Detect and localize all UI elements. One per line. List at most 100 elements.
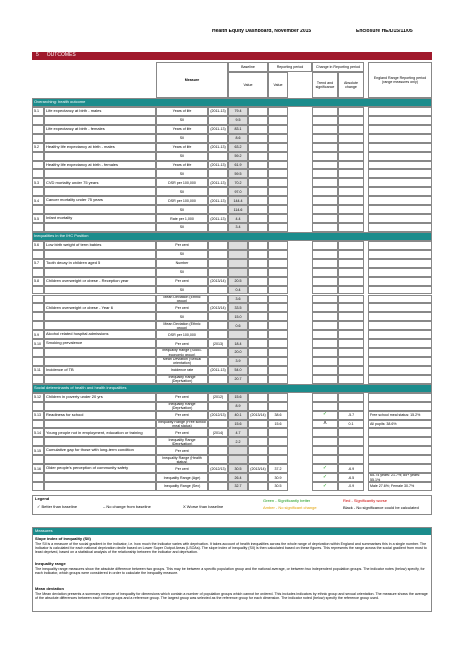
england-range xyxy=(368,321,432,331)
england-range xyxy=(368,428,432,438)
measure: Healthy life expectancy at birth - femal… xyxy=(44,160,156,170)
measure-text: The SII is a measure of the social gradi… xyxy=(35,542,427,555)
unit: Inequality Range (Deprivation) xyxy=(156,374,208,384)
absolute-change xyxy=(338,151,364,161)
unit: SII xyxy=(156,133,208,143)
reporting-value xyxy=(268,428,288,438)
reporting-value xyxy=(268,321,288,331)
measure: Smoking prevalence xyxy=(44,339,156,349)
baseline-value: 4.4 xyxy=(228,214,248,224)
reporting-value xyxy=(268,106,288,116)
unit: Inequality Range (Age) xyxy=(156,473,208,483)
trend xyxy=(312,330,338,340)
england-range xyxy=(368,240,432,250)
reporting-value: 15.6 xyxy=(268,419,288,429)
england-range xyxy=(368,312,432,322)
period xyxy=(208,294,228,304)
reporting-period xyxy=(248,473,268,483)
period xyxy=(208,321,228,331)
row-number xyxy=(32,374,44,384)
header-cell: Value xyxy=(268,72,288,98)
absolute-change xyxy=(338,348,364,357)
baseline-value xyxy=(228,258,248,268)
england-range xyxy=(368,267,432,277)
england-range xyxy=(368,151,432,161)
reporting-period xyxy=(248,133,268,143)
england-range: Male 27.6%; Female 30.7% xyxy=(368,482,432,491)
england-range xyxy=(368,392,432,402)
row-number xyxy=(32,312,44,322)
measure xyxy=(44,482,156,491)
unit: Per cent xyxy=(156,240,208,250)
england-range xyxy=(368,187,432,197)
row-number xyxy=(32,357,44,366)
reporting-value xyxy=(268,401,288,411)
absolute-change xyxy=(338,455,364,465)
absolute-change xyxy=(338,160,364,170)
period xyxy=(208,446,228,456)
measure xyxy=(44,312,156,322)
absolute-change: 0.1 xyxy=(338,419,364,429)
unit: Mean Deviation (Sexual orientation) xyxy=(156,357,208,366)
reporting-period xyxy=(248,401,268,411)
reporting-value xyxy=(268,437,288,447)
reporting-value xyxy=(268,178,288,188)
unit: Incidence rate xyxy=(156,365,208,375)
unit: Per cent xyxy=(156,339,208,349)
england-range xyxy=(368,446,432,456)
reporting-value xyxy=(268,249,288,259)
header-cell: Trend and significance xyxy=(312,72,338,98)
england-range xyxy=(368,348,432,357)
absolute-change xyxy=(338,357,364,366)
row-number xyxy=(32,482,44,491)
england-range xyxy=(368,294,432,304)
reporting-period: (2013/14) xyxy=(248,464,268,474)
period xyxy=(208,151,228,161)
reporting-period xyxy=(248,285,268,295)
measures-title: Measures xyxy=(33,528,431,535)
trend xyxy=(312,240,338,250)
absolute-change xyxy=(338,106,364,116)
absolute-change xyxy=(338,276,364,286)
row-number: 5.7 xyxy=(32,258,44,268)
absolute-change xyxy=(338,142,364,152)
trend xyxy=(312,455,338,465)
trend xyxy=(312,160,338,170)
absolute-change xyxy=(338,374,364,384)
legend-item: Amber - No significant change xyxy=(263,506,317,510)
row-number xyxy=(32,419,44,429)
reporting-value xyxy=(268,276,288,286)
measure xyxy=(44,133,156,143)
baseline-value: 4.7 xyxy=(228,428,248,438)
reporting-period xyxy=(248,419,268,429)
doc-title: Health Equity Dashboard, November 2015 xyxy=(212,29,312,34)
trend xyxy=(312,285,338,295)
england-range xyxy=(368,223,432,232)
row-number: 5.2 xyxy=(32,142,44,152)
england-range xyxy=(368,106,432,116)
header-cell: Baseline xyxy=(228,62,268,72)
measure: Cancer mortality under 75 years xyxy=(44,196,156,206)
measure xyxy=(44,223,156,232)
absolute-change xyxy=(338,214,364,224)
unit: DSR per 100,000 xyxy=(156,178,208,188)
england-range xyxy=(368,214,432,224)
baseline-value: 59.2 xyxy=(228,151,248,161)
absolute-change xyxy=(338,392,364,402)
trend xyxy=(312,357,338,366)
trend xyxy=(312,339,338,349)
row-number: 5.16 xyxy=(32,464,44,474)
unit: SII xyxy=(156,285,208,295)
baseline-value: 97.0 xyxy=(228,187,248,197)
baseline-value: 15.0 xyxy=(228,312,248,322)
period xyxy=(208,374,228,384)
reporting-period xyxy=(248,339,268,349)
trend xyxy=(312,428,338,438)
baseline-value xyxy=(228,446,248,456)
group-row: Social determinants of health and health… xyxy=(32,383,432,393)
unit: Inequality Range (Deprivation) xyxy=(156,401,208,411)
measure: Children overweight or obese - Year 6 xyxy=(44,303,156,313)
unit: Inequality Range (Free school meal statu… xyxy=(156,419,208,429)
period xyxy=(208,482,228,491)
